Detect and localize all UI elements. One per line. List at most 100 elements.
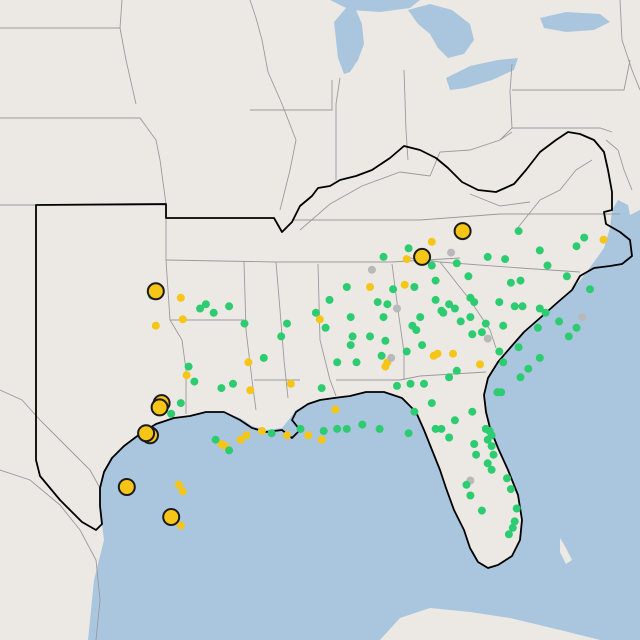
station-marker-green[interactable] — [510, 517, 519, 526]
station-marker-yellow[interactable] — [599, 235, 608, 244]
station-marker-green[interactable] — [477, 506, 486, 515]
station-marker-green[interactable] — [229, 379, 237, 388]
station-marker-green[interactable] — [342, 283, 351, 291]
station-marker-green[interactable] — [510, 302, 519, 311]
station-marker-green[interactable] — [477, 328, 486, 337]
station-marker-green[interactable] — [352, 358, 361, 367]
station-marker-green[interactable] — [259, 353, 268, 362]
station-marker-green[interactable] — [319, 427, 328, 435]
station-marker-green[interactable] — [283, 319, 291, 328]
station-marker-green[interactable] — [533, 323, 542, 332]
station-marker-green[interactable] — [439, 308, 448, 317]
station-marker-green[interactable] — [481, 319, 490, 328]
station-marker-green[interactable] — [431, 276, 440, 285]
station-marker-green[interactable] — [472, 450, 481, 459]
station-marker-green[interactable] — [431, 424, 440, 433]
highlight-marker[interactable] — [117, 478, 136, 496]
station-marker-green[interactable] — [535, 246, 544, 255]
station-marker-green[interactable] — [564, 332, 573, 341]
highlight-marker[interactable] — [150, 398, 169, 417]
station-marker-green[interactable] — [196, 304, 205, 313]
station-marker-yellow[interactable] — [244, 358, 253, 367]
station-marker-gray[interactable] — [367, 265, 376, 274]
station-marker-green[interactable] — [209, 308, 218, 317]
station-marker-green[interactable] — [516, 276, 525, 285]
station-marker-green[interactable] — [470, 440, 479, 448]
station-marker-green[interactable] — [483, 459, 492, 468]
station-marker-yellow[interactable] — [315, 315, 324, 324]
station-marker-green[interactable] — [468, 407, 477, 416]
station-marker-green[interactable] — [572, 242, 581, 251]
station-marker-yellow[interactable] — [304, 431, 313, 440]
station-marker-green[interactable] — [325, 295, 334, 304]
station-marker-green[interactable] — [580, 233, 589, 242]
station-marker-green[interactable] — [543, 261, 552, 270]
station-marker-gray[interactable] — [447, 248, 456, 257]
station-marker-green[interactable] — [176, 399, 185, 408]
station-marker-green[interactable] — [377, 351, 386, 360]
station-marker-green[interactable] — [506, 278, 515, 287]
station-marker-green[interactable] — [418, 341, 427, 350]
station-marker-green[interactable] — [445, 300, 454, 309]
station-marker-green[interactable] — [512, 504, 521, 513]
station-marker-yellow[interactable] — [151, 321, 160, 330]
station-marker-yellow[interactable] — [317, 435, 326, 444]
station-marker-green[interactable] — [225, 302, 234, 311]
station-marker-yellow[interactable] — [366, 283, 374, 291]
station-marker-green[interactable] — [277, 332, 286, 341]
station-marker-green[interactable] — [524, 364, 533, 373]
station-marker-green[interactable] — [366, 332, 374, 341]
station-marker-green[interactable] — [483, 435, 492, 444]
station-marker-green[interactable] — [240, 319, 249, 328]
station-marker-green[interactable] — [427, 261, 436, 270]
station-marker-yellow[interactable] — [242, 431, 251, 440]
highlight-marker[interactable] — [413, 247, 432, 266]
station-marker-green[interactable] — [514, 227, 523, 236]
station-marker-green[interactable] — [383, 300, 392, 309]
station-marker-yellow[interactable] — [246, 386, 255, 395]
station-marker-green[interactable] — [393, 381, 401, 390]
station-marker-green[interactable] — [167, 409, 176, 418]
station-marker-yellow[interactable] — [476, 360, 484, 369]
station-marker-green[interactable] — [346, 313, 355, 322]
station-marker-green[interactable] — [348, 332, 357, 341]
station-marker-yellow[interactable] — [449, 349, 457, 358]
station-marker-green[interactable] — [184, 362, 193, 371]
station-marker-green[interactable] — [518, 302, 527, 311]
station-marker-green[interactable] — [317, 384, 326, 393]
station-marker-green[interactable] — [408, 321, 417, 330]
station-marker-green[interactable] — [321, 323, 330, 332]
station-marker-green[interactable] — [555, 317, 564, 326]
station-marker-yellow[interactable] — [286, 379, 295, 388]
station-marker-green[interactable] — [506, 485, 515, 494]
station-marker-green[interactable] — [427, 399, 436, 408]
station-marker-green[interactable] — [466, 491, 475, 500]
station-marker-green[interactable] — [375, 424, 384, 433]
station-marker-green[interactable] — [503, 474, 511, 483]
station-marker-green[interactable] — [450, 304, 459, 313]
station-marker-green[interactable] — [445, 433, 454, 442]
station-marker-green[interactable] — [508, 523, 517, 532]
station-marker-green[interactable] — [562, 272, 571, 281]
highlight-marker[interactable] — [137, 424, 156, 443]
station-marker-green[interactable] — [358, 420, 367, 429]
station-marker-green[interactable] — [389, 285, 398, 294]
station-marker-green[interactable] — [499, 358, 508, 367]
station-marker-green[interactable] — [410, 407, 419, 416]
highlight-marker[interactable] — [453, 222, 472, 241]
station-marker-green[interactable] — [495, 347, 504, 356]
station-marker-yellow[interactable] — [236, 435, 245, 444]
station-marker-green[interactable] — [416, 313, 425, 322]
station-marker-green[interactable] — [499, 321, 508, 330]
station-marker-green[interactable] — [225, 446, 234, 455]
station-marker-yellow[interactable] — [381, 362, 390, 371]
station-marker-yellow[interactable] — [257, 427, 266, 435]
station-marker-green[interactable] — [420, 379, 428, 388]
station-marker-green[interactable] — [296, 424, 305, 433]
station-marker-green[interactable] — [431, 295, 440, 304]
station-marker-green[interactable] — [450, 416, 459, 425]
station-marker-green[interactable] — [468, 330, 477, 339]
station-marker-green[interactable] — [535, 304, 544, 313]
station-marker-green[interactable] — [462, 480, 471, 489]
